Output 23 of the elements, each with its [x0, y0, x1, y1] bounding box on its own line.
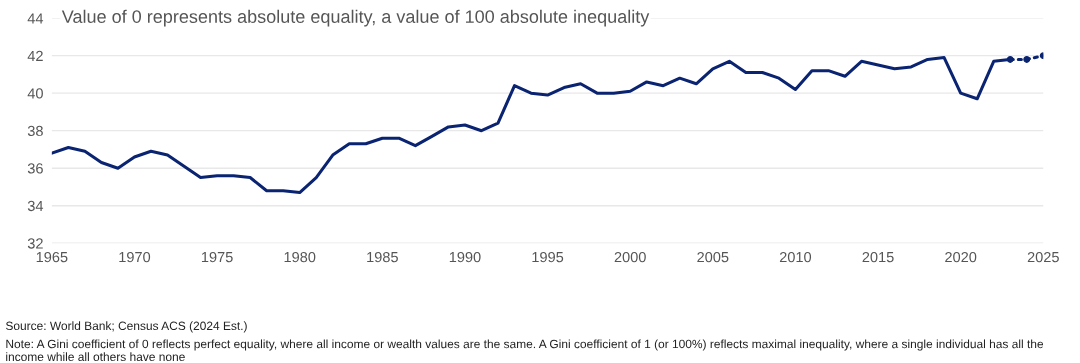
source-note: Source: World Bank; Census ACS (2024 Est.): [5, 321, 247, 333]
text: Note: A Gini coefficient of 0 reflects perfect equality, where all income or wealth values are the same. A Gini coefficient of 1 (or 100%) reflects maximal inequality, where a single individual has all the income while all others have none: [6, 339, 1044, 362]
x-tick-label: 1980: [284, 251, 316, 263]
y-tick-label: 38: [27, 125, 43, 137]
y-tick-label: 34: [27, 200, 44, 212]
x-tick-label: 1985: [367, 251, 398, 263]
x-tick-label: 1990: [449, 251, 481, 263]
x-tick-label: 2010: [779, 251, 812, 263]
x-tick-label: 2025: [1027, 251, 1059, 263]
x-tick-label: 2020: [945, 251, 977, 263]
y-tick-label: 36: [27, 163, 43, 174]
y-tick-label: 42: [27, 50, 43, 61]
chart-title: Value of 0 represents absolute equality, a value of 100 absolute inequality: [61, 9, 650, 27]
y-tick-label: 32: [27, 238, 43, 249]
y-tick-label: 40: [27, 88, 43, 99]
x-tick-label: 1970: [119, 251, 151, 263]
x-tick-label: 2015: [862, 251, 894, 263]
x-tick-label: 1995: [532, 251, 564, 263]
x-tick-label: 2000: [614, 251, 646, 263]
x-tick-label: 1965: [36, 251, 68, 263]
x-tick-label: 2005: [697, 251, 729, 263]
y-tick-label: 44: [27, 13, 44, 24]
x-tick-label: 1975: [201, 251, 233, 263]
